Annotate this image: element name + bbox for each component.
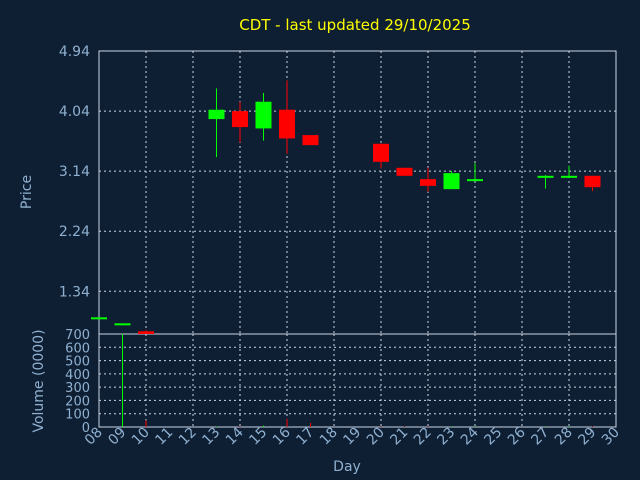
price-panel-frame [98, 50, 617, 335]
candle-body [420, 179, 436, 186]
price-axis-label: Price [19, 175, 35, 209]
day-tick-label: 23 [434, 425, 458, 449]
day-tick-label: 17 [293, 425, 317, 449]
volume-tick-label: 200 [65, 394, 90, 409]
day-tick-label: 30 [599, 425, 623, 449]
x-axis-label: Day [333, 459, 361, 475]
day-tick-label: 25 [481, 425, 505, 449]
price-tick-label: 2.24 [59, 224, 90, 240]
candle-body [561, 175, 577, 178]
price-tick-label: 1.34 [59, 284, 90, 300]
day-tick-label: 24 [458, 424, 482, 448]
day-tick-label: 13 [199, 425, 223, 449]
candle-body [584, 175, 601, 188]
day-tick-label: 18 [317, 425, 341, 449]
candle-body [208, 109, 225, 120]
volume-tick-label: 100 [65, 408, 90, 423]
candle-body [302, 135, 319, 146]
day-axis-ticks: 08 09 10 11 12 13 14 15 16 17 18 19 20 21 22 23 24 25 26 27… [82, 424, 623, 448]
candles [91, 80, 601, 334]
volume-tick-label: 400 [65, 368, 90, 383]
candle-body [91, 317, 107, 320]
candle-body [396, 167, 413, 176]
candle-body [467, 179, 483, 182]
day-tick-label: 11 [152, 425, 176, 449]
price-tick-label: 4.94 [59, 44, 90, 60]
candle-body [114, 323, 131, 326]
day-tick-label: 27 [528, 425, 552, 449]
volume-tick-label: 0 [82, 421, 90, 436]
day-tick-label: 29 [575, 425, 599, 449]
price-tick-label: 4.04 [59, 104, 90, 120]
price-axis-ticks: 1.34 2.24 3.14 4.04 4.94 [59, 44, 90, 300]
chart-title: CDT - last updated 29/10/2025 [239, 16, 471, 34]
day-tick-label: 20 [364, 425, 388, 449]
volume-tick-label: 300 [65, 381, 90, 396]
day-tick-label: 28 [552, 425, 576, 449]
day-tick-label: 16 [270, 424, 294, 448]
volume-panel-frame [98, 333, 617, 428]
volume-tick-label: 500 [65, 355, 90, 370]
day-tick-label: 21 [387, 425, 411, 449]
volume-gridlines [99, 334, 616, 427]
day-tick-label: 10 [129, 425, 153, 449]
candle-body [138, 331, 154, 334]
day-tick-label: 14 [223, 424, 247, 448]
day-tick-label: 15 [246, 425, 270, 449]
day-tick-label: 09 [105, 425, 129, 449]
day-tick-label: 12 [176, 425, 200, 449]
price-gridlines [99, 50, 616, 334]
candle-body [373, 143, 389, 162]
candle-body [537, 175, 554, 178]
day-tick-label: 26 [505, 424, 529, 448]
price-tick-label: 3.14 [59, 164, 90, 180]
candle-body [443, 173, 460, 190]
volume-bars [122, 334, 593, 427]
volume-tick-label: 600 [65, 341, 90, 356]
candle-body [279, 109, 295, 139]
candle-body [232, 111, 248, 128]
day-tick-label: 19 [340, 425, 364, 449]
candle-body [255, 101, 272, 129]
volume-tick-label: 700 [65, 328, 90, 343]
day-tick-label: 22 [411, 425, 435, 449]
volume-axis-label: Volume (0000) [31, 329, 47, 432]
